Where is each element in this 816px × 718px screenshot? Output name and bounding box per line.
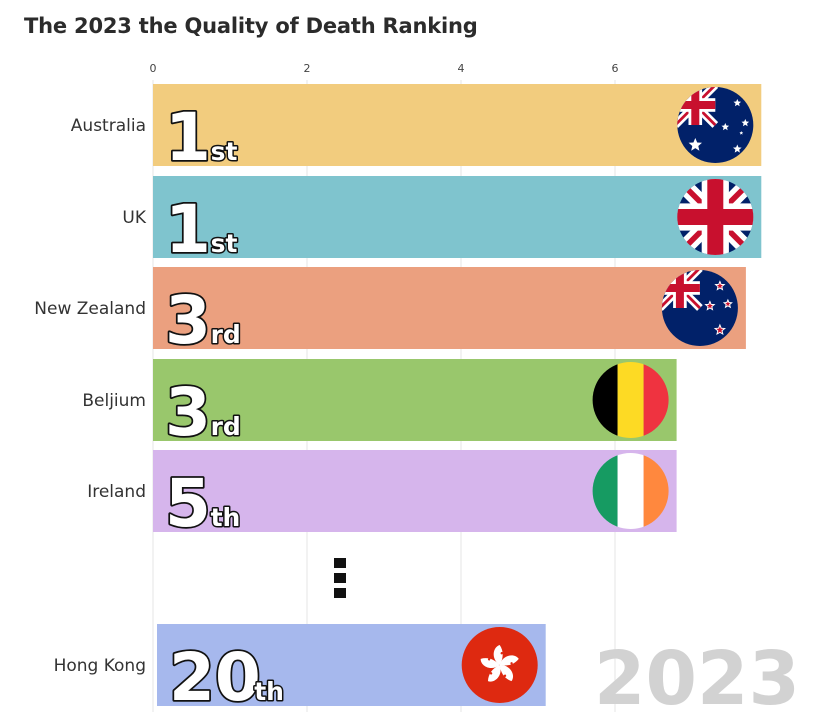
rank-suffix: st (211, 137, 238, 166)
rank-number: 5 (165, 465, 211, 542)
category-label: Australia (71, 116, 146, 136)
ellipsis-dot (334, 573, 346, 583)
category-label: Ireland (87, 482, 146, 502)
category-label: New Zealand (34, 299, 146, 319)
ellipsis-dot (334, 558, 346, 568)
chart-title: The 2023 the Quality of Death Ranking (24, 14, 478, 38)
category-label: Hong Kong (54, 656, 146, 676)
rank-number: 1 (165, 99, 211, 176)
x-tick-label: 6 (612, 62, 619, 75)
rank-suffix: th (211, 503, 241, 532)
rank-number: 3 (165, 282, 211, 359)
rank-suffix: rd (211, 412, 241, 441)
new-zealand-flag (661, 270, 738, 346)
bar (153, 359, 677, 441)
rank-suffix: st (211, 229, 238, 258)
rank-number: 20 (169, 639, 261, 716)
category-label: UK (122, 208, 146, 228)
bar (153, 84, 762, 166)
x-axis-ticks: 0 2 4 6 (150, 62, 619, 75)
bar (153, 450, 677, 532)
rank-suffix: rd (211, 320, 241, 349)
ellipsis-dot (334, 588, 346, 598)
year-watermark: 2023 (594, 636, 800, 718)
bar (153, 176, 762, 258)
x-tick-label: 4 (458, 62, 465, 75)
category-label: Beljium (82, 391, 146, 411)
bar (153, 267, 746, 349)
uk-flag (677, 179, 754, 255)
year-label: 2023 (594, 636, 800, 718)
x-tick-label: 0 (150, 62, 157, 75)
rank-number: 1 (165, 191, 211, 268)
ellipsis-text: ⋮ (340, 599, 341, 601)
rank-suffix: th (254, 677, 284, 706)
x-tick-label: 2 (304, 62, 311, 75)
hong-kong-flag (461, 627, 538, 703)
rank-number: 3 (165, 374, 211, 451)
ellipsis-marker: ⋮ (334, 558, 346, 601)
